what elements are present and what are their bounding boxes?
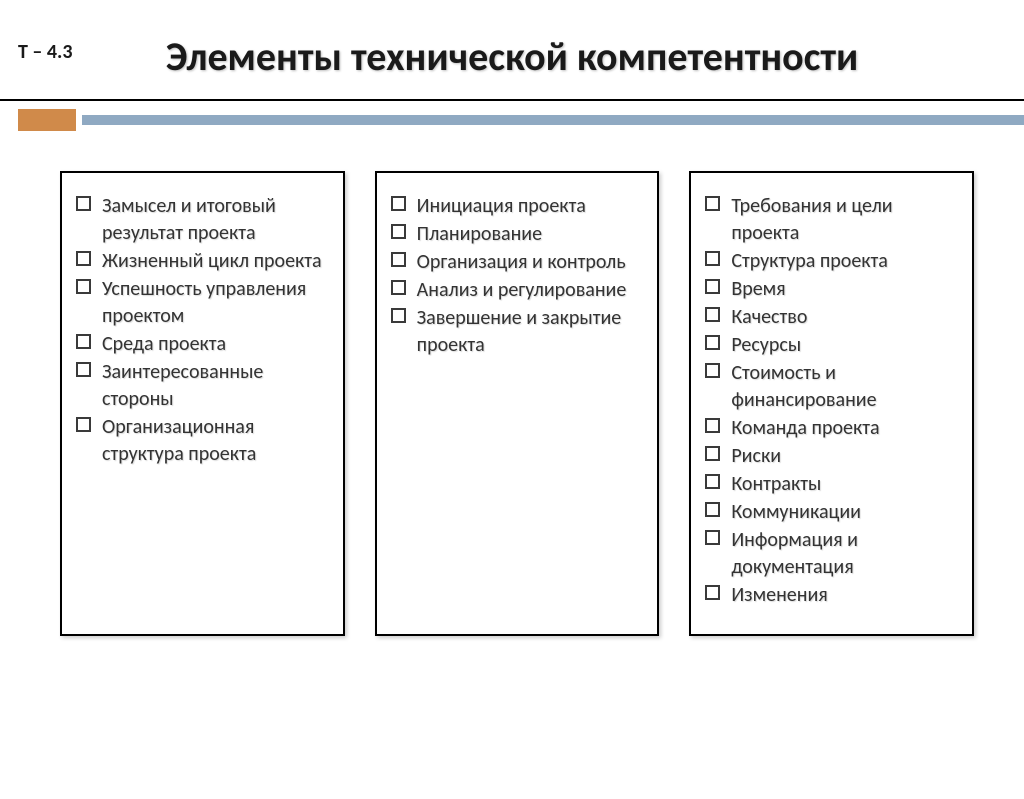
- list-item: Команда проекта: [705, 415, 958, 442]
- item-text: Среда проекта: [102, 332, 226, 356]
- list-item: Завершение и закрытие проекта: [391, 305, 644, 359]
- checkbox-icon: [705, 530, 720, 545]
- list-item: Организация и контроль: [391, 249, 644, 276]
- checkbox-icon: [705, 196, 720, 211]
- list-item: Коммуникации: [705, 499, 958, 526]
- item-text: Коммуникации: [731, 500, 861, 524]
- divider-section: [0, 99, 1024, 131]
- checkbox-icon: [76, 251, 91, 266]
- list-item: Анализ и регулирование: [391, 277, 644, 304]
- divider-line: [0, 99, 1024, 101]
- checkbox-icon: [391, 196, 406, 211]
- checkbox-icon: [76, 417, 91, 432]
- checkbox-icon: [705, 363, 720, 378]
- list-1: Замысел и итоговый результат проекта Жиз…: [76, 193, 329, 468]
- list-item: Замысел и итоговый результат проекта: [76, 193, 329, 247]
- item-text: Изменения: [731, 583, 827, 607]
- list-item: Успешность управления проектом: [76, 276, 329, 330]
- item-text: Информация и документация: [731, 528, 858, 579]
- checkbox-icon: [705, 502, 720, 517]
- list-item: Структура проекта: [705, 248, 958, 275]
- list-item: Планирование: [391, 221, 644, 248]
- list-item: Стоимость и финансирование: [705, 360, 958, 414]
- item-text: Стоимость и финансирование: [731, 361, 876, 412]
- accent-row: [0, 109, 1024, 131]
- columns-container: Замысел и итоговый результат проекта Жиз…: [0, 131, 1024, 636]
- item-text: Команда проекта: [731, 416, 879, 440]
- list-2: Инициация проекта Планирование Организац…: [391, 193, 644, 359]
- list-item: Информация и документация: [705, 527, 958, 581]
- accent-box: [18, 109, 76, 131]
- column-3: Требования и цели проекта Структура прое…: [689, 171, 974, 636]
- accent-bar: [82, 115, 1024, 125]
- list-item: Ресурсы: [705, 332, 958, 359]
- item-text: Успешность управления проектом: [102, 277, 306, 328]
- item-text: Анализ и регулирование: [417, 278, 627, 302]
- checkbox-icon: [76, 362, 91, 377]
- list-item: Качество: [705, 304, 958, 331]
- item-text: Контракты: [731, 472, 821, 496]
- checkbox-icon: [705, 446, 720, 461]
- checkbox-icon: [76, 334, 91, 349]
- checkbox-icon: [705, 307, 720, 322]
- item-text: Организация и контроль: [417, 250, 626, 274]
- item-text: Замысел и итоговый результат проекта: [102, 194, 276, 245]
- item-text: Жизненный цикл проекта: [102, 249, 322, 273]
- item-text: Риски: [731, 444, 781, 468]
- item-text: Организационная структура проекта: [102, 415, 256, 466]
- list-item: Заинтересованные стороны: [76, 359, 329, 413]
- checkbox-icon: [705, 474, 720, 489]
- checkbox-icon: [705, 418, 720, 433]
- list-item: Изменения: [705, 582, 958, 609]
- item-text: Ресурсы: [731, 333, 801, 357]
- item-text: Инициация проекта: [417, 194, 586, 218]
- list-item: Риски: [705, 443, 958, 470]
- checkbox-icon: [705, 335, 720, 350]
- page-title: Элементы технической компетентности: [0, 32, 1024, 81]
- item-text: Качество: [731, 305, 807, 329]
- checkbox-icon: [391, 252, 406, 267]
- checkbox-icon: [705, 251, 720, 266]
- checkbox-icon: [705, 279, 720, 294]
- item-text: Заинтересованные стороны: [102, 360, 263, 411]
- item-text: Требования и цели проекта: [731, 194, 892, 245]
- column-1: Замысел и итоговый результат проекта Жиз…: [60, 171, 345, 636]
- column-2: Инициация проекта Планирование Организац…: [375, 171, 660, 636]
- checkbox-icon: [705, 585, 720, 600]
- checkbox-icon: [76, 196, 91, 211]
- checkbox-icon: [76, 279, 91, 294]
- item-text: Завершение и закрытие проекта: [417, 306, 622, 357]
- list-item: Среда проекта: [76, 331, 329, 358]
- list-item: Требования и цели проекта: [705, 193, 958, 247]
- list-3: Требования и цели проекта Структура прое…: [705, 193, 958, 609]
- list-item: Организационная структура проекта: [76, 414, 329, 468]
- checkbox-icon: [391, 280, 406, 295]
- list-item: Инициация проекта: [391, 193, 644, 220]
- list-item: Контракты: [705, 471, 958, 498]
- item-text: Структура проекта: [731, 249, 888, 273]
- list-item: Время: [705, 276, 958, 303]
- page-label: Т – 4.3: [18, 40, 73, 64]
- list-item: Жизненный цикл проекта: [76, 248, 329, 275]
- checkbox-icon: [391, 224, 406, 239]
- item-text: Планирование: [417, 222, 542, 246]
- checkbox-icon: [391, 308, 406, 323]
- item-text: Время: [731, 277, 785, 301]
